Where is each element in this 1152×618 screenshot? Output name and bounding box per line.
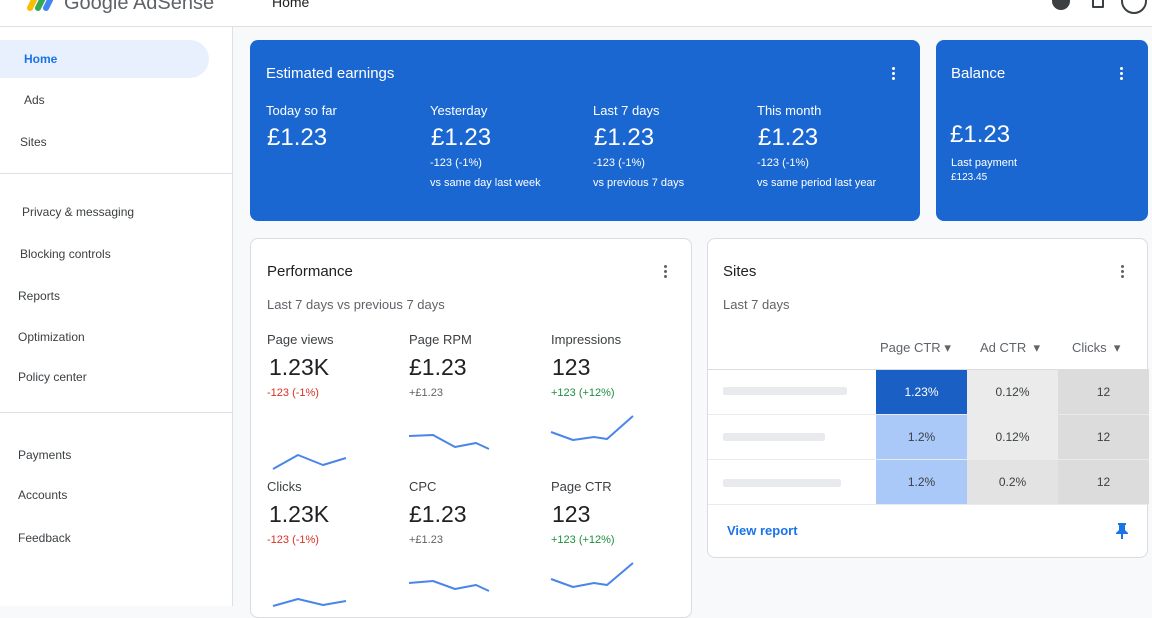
metric-label: Page views (267, 332, 334, 347)
menu[interactable] (664, 265, 668, 280)
divider (0, 173, 233, 174)
period-amount: £1.23 (267, 124, 328, 151)
table-cell: 1.2% (876, 460, 967, 504)
header: Google AdSense Home (0, 0, 1152, 27)
metric-label: Impressions (551, 332, 622, 347)
period-note: vs same period last year (757, 177, 877, 189)
help-icon[interactable] (1052, 0, 1070, 10)
metric-change: -123 (-1%) (267, 534, 319, 546)
metric-label: Clicks (267, 479, 302, 494)
column-label: Clicks (1072, 340, 1107, 355)
brand: Google AdSense (64, 0, 215, 14)
period-label: Today so far (266, 103, 337, 118)
last-payment: £123.45 (951, 172, 988, 183)
table-cell: 0.12% (967, 370, 1058, 414)
metric-change: +123 (+12%) (551, 534, 615, 546)
metric-value: £1.23 (409, 501, 467, 527)
site-placeholder (723, 387, 847, 395)
metric-label: Page CTR (551, 479, 612, 494)
period-amount: £1.23 (594, 124, 655, 151)
column-header[interactable]: Page CTR ▾ (880, 340, 951, 355)
nav-item[interactable]: Home (24, 52, 58, 66)
metric-value: 1.23K (269, 354, 330, 380)
nav-item[interactable]: Payments (18, 448, 72, 462)
nav-item[interactable]: Ads (24, 93, 45, 107)
period-label: Yesterday (430, 103, 488, 118)
row-divider (708, 504, 1149, 505)
nav-item[interactable]: Privacy & messaging (22, 205, 135, 219)
metric-value: 123 (552, 501, 591, 527)
nav-item[interactable]: Reports (18, 289, 61, 303)
table-cell: 12 (1058, 415, 1149, 459)
period-amount: £1.23 (758, 124, 819, 151)
card-title: Estimated earnings (266, 65, 395, 82)
sparklines (272, 415, 634, 607)
period-note: vs same day last week (430, 177, 541, 189)
nav-item[interactable]: Feedback (18, 531, 71, 545)
nav-item[interactable]: Accounts (18, 488, 68, 502)
nav-item[interactable]: Optimization (18, 330, 85, 344)
table-cell: 0.2% (967, 460, 1058, 504)
row-divider (708, 414, 1149, 415)
balance-note: Last payment (951, 157, 1018, 169)
site-placeholder (723, 433, 825, 441)
sites-card: Sites Last 7 days Page CTR ▾ Ad CTR ▾ Cl… (707, 238, 1149, 558)
table-cell: 1.23% (876, 370, 967, 414)
page-title: Home (272, 0, 310, 10)
metric-value: 1.23K (269, 501, 330, 527)
nav-item[interactable]: Policy center (18, 370, 87, 384)
menu[interactable] (1121, 265, 1125, 280)
period-change: -123 (-1%) (593, 157, 645, 169)
metric-value: 123 (552, 354, 591, 380)
period-label: Last 7 days (593, 103, 660, 118)
card-title: Sites (723, 263, 757, 280)
row-divider (708, 369, 1149, 370)
table-cell: 12 (1058, 370, 1149, 414)
pin-icon[interactable] (1115, 522, 1129, 540)
metric-label: CPC (409, 479, 437, 494)
card-subtitle: Last 7 days vs previous 7 days (267, 297, 445, 312)
period-label: This month (757, 103, 822, 118)
divider (0, 412, 233, 413)
period-change: -123 (-1%) (757, 157, 809, 169)
column-label: Ad CTR (980, 340, 1027, 355)
view-report-link[interactable]: View report (727, 523, 798, 538)
metric-change: +123 (+12%) (551, 387, 615, 399)
site-placeholder (723, 479, 841, 487)
logo (27, 0, 54, 11)
card-title: Performance (267, 263, 353, 280)
column-label: Page CTR (880, 340, 941, 355)
period-change: -123 (-1%) (430, 157, 482, 169)
sidebar: Home Ads Sites Privacy & messaging Block… (0, 27, 233, 606)
nav-item[interactable]: Sites (20, 135, 47, 149)
card-title: Balance (951, 65, 1006, 82)
table-cell: 0.12% (967, 415, 1058, 459)
card-subtitle: Last 7 days (723, 297, 790, 312)
period-amount: £1.23 (431, 124, 492, 151)
menu[interactable] (1120, 67, 1124, 82)
table-cell: 1.2% (876, 415, 967, 459)
menu[interactable] (892, 67, 896, 82)
balance-amount: £1.23 (950, 121, 1011, 148)
metric-label: Page RPM (409, 332, 472, 347)
account-icon[interactable] (1121, 0, 1147, 14)
balance-card: Balance £1.23 Last payment £123.45 (936, 40, 1148, 221)
notifications-icon[interactable] (1092, 0, 1104, 8)
performance-card: Performance Last 7 days vs previous 7 da… (250, 238, 692, 618)
nav-active (0, 40, 209, 78)
table-cell: 12 (1058, 460, 1149, 504)
nav-item[interactable]: Blocking controls (20, 247, 111, 261)
metric-change: +£1.23 (409, 387, 443, 399)
row-divider (708, 459, 1149, 460)
earnings-card: Estimated earnings Today so far £1.23 Ye… (250, 40, 920, 221)
column-header[interactable]: Ad CTR ▾ (980, 340, 1040, 355)
metric-change: +£1.23 (409, 534, 443, 546)
metric-value: £1.23 (409, 354, 467, 380)
column-header[interactable]: Clicks ▾ (1072, 340, 1121, 355)
period-note: vs previous 7 days (593, 177, 685, 189)
metric-change: -123 (-1%) (267, 387, 319, 399)
